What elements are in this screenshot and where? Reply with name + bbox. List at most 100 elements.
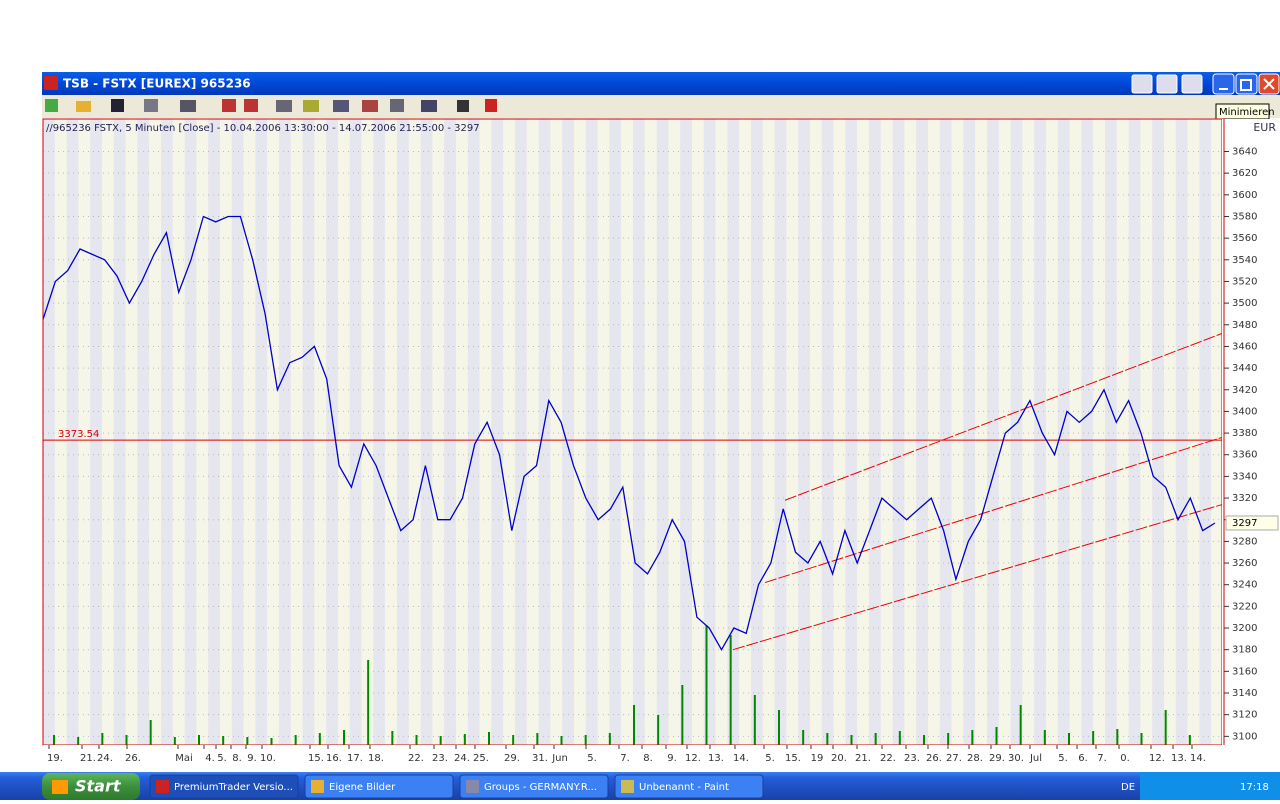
control-glyphs — [1219, 78, 1275, 91]
tool-icon[interactable] — [111, 99, 124, 112]
x-tick-label: 9. — [667, 753, 677, 764]
day-stripe — [963, 119, 976, 745]
tool-icon[interactable] — [222, 99, 236, 112]
toolbar — [42, 95, 1280, 118]
day-stripe — [231, 119, 244, 745]
tool-icon[interactable] — [333, 100, 349, 112]
x-tick-label: 5. — [587, 753, 597, 764]
y-tick-label: 3160 — [1232, 666, 1257, 677]
tool-button[interactable] — [1131, 74, 1153, 94]
volume-bar — [439, 736, 442, 745]
day-stripe — [574, 119, 586, 745]
window-controls — [1131, 73, 1280, 95]
volume-bar — [729, 635, 732, 745]
day-stripe — [90, 119, 102, 745]
chart-info: //965236 FSTX, 5 Minuten [Close] - 10.04… — [46, 123, 480, 134]
volume-bar — [705, 625, 708, 745]
x-tick-label: 4. — [205, 753, 215, 764]
volume-bar — [125, 735, 128, 745]
tool-button[interactable] — [1181, 74, 1203, 94]
x-tick-label: 23. — [904, 753, 920, 764]
volume-bar — [415, 735, 418, 745]
day-stripe — [314, 119, 327, 745]
channel-line — [784, 332, 1223, 501]
day-stripe — [397, 119, 409, 745]
tool-icon[interactable] — [45, 99, 58, 112]
x-tick-label: 23. — [432, 753, 448, 764]
x-tick-label: 17. — [347, 753, 363, 764]
day-stripe — [78, 119, 91, 745]
day-stripe — [373, 119, 386, 745]
day-stripe — [1034, 119, 1046, 745]
task-button[interactable] — [149, 774, 299, 799]
volume-bar — [923, 735, 925, 745]
x-tick-label: 28. — [967, 753, 983, 764]
tool-icon[interactable] — [276, 100, 292, 112]
x-tick-label: 25. — [473, 753, 489, 764]
day-stripe — [597, 119, 610, 745]
tool-icon[interactable] — [390, 99, 404, 112]
day-stripe — [774, 119, 787, 745]
minimize-button[interactable] — [1212, 73, 1235, 95]
clock: 17:18 — [1240, 782, 1269, 793]
y-tick-label: 3640 — [1232, 146, 1257, 157]
day-stripe — [538, 119, 551, 745]
day-stripe — [1164, 119, 1176, 745]
tool-button[interactable] — [1156, 74, 1178, 94]
day-stripe — [172, 119, 185, 745]
y-tick-label: 3400 — [1232, 406, 1257, 417]
tool-icon[interactable] — [144, 99, 158, 112]
tool-icon[interactable] — [303, 100, 319, 112]
y-tick-label: 3180 — [1232, 645, 1257, 656]
day-stripe — [751, 119, 763, 745]
task-label: Unbenannt - Paint — [639, 782, 729, 793]
day-stripe — [904, 119, 917, 745]
tool-icon[interactable] — [180, 100, 196, 112]
volume-bar — [1116, 729, 1119, 745]
x-tick-label: 21. — [80, 753, 96, 764]
day-stripe — [444, 119, 456, 745]
tool-icon[interactable] — [244, 99, 258, 112]
tool-icon[interactable] — [362, 100, 378, 112]
tool-icon[interactable] — [485, 99, 497, 112]
price-line — [42, 215, 1216, 652]
day-stripe — [762, 119, 775, 745]
x-tick-label: Jun — [551, 753, 568, 764]
day-stripe — [680, 119, 692, 745]
y-tick-label: 3200 — [1232, 623, 1257, 634]
day-stripe — [196, 119, 209, 745]
volume-bar — [343, 730, 345, 745]
task-button[interactable] — [614, 774, 764, 799]
day-stripe — [1211, 119, 1222, 745]
x-tick-label: 10. — [260, 753, 276, 764]
day-stripe — [491, 119, 504, 745]
x-tick-label: 20. — [831, 753, 847, 764]
volume-bar — [947, 733, 950, 745]
day-stripe — [1187, 119, 1200, 745]
x-tick-label: 7. — [620, 753, 630, 764]
x-tick-label: 26. — [926, 753, 942, 764]
task-button[interactable] — [304, 774, 454, 799]
volume-bar — [149, 720, 152, 745]
x-tick-label: 0. — [1120, 753, 1130, 764]
day-stripe — [1199, 119, 1212, 745]
volume-bar — [1019, 705, 1022, 745]
y-tick-label: 3100 — [1232, 731, 1257, 742]
x-tick-label: 7. — [1097, 753, 1107, 764]
day-stripe — [1116, 119, 1129, 745]
volume-bar — [173, 737, 176, 745]
task-icon — [311, 780, 324, 793]
task-icon — [621, 780, 634, 793]
tool-icon[interactable] — [421, 100, 437, 112]
volume-bar — [1188, 735, 1191, 745]
task-label: PremiumTrader Versio... — [174, 782, 293, 793]
tool-icon[interactable] — [76, 101, 91, 112]
volume-bar — [53, 735, 55, 745]
tool-icon[interactable] — [457, 100, 469, 112]
volume-bar — [633, 705, 635, 745]
y-tick-label: 3120 — [1232, 710, 1257, 721]
x-tick-label: 12. — [685, 753, 701, 764]
volume-bar — [584, 735, 587, 745]
y-tick-label: 3240 — [1232, 580, 1257, 591]
task-button[interactable] — [459, 774, 609, 799]
